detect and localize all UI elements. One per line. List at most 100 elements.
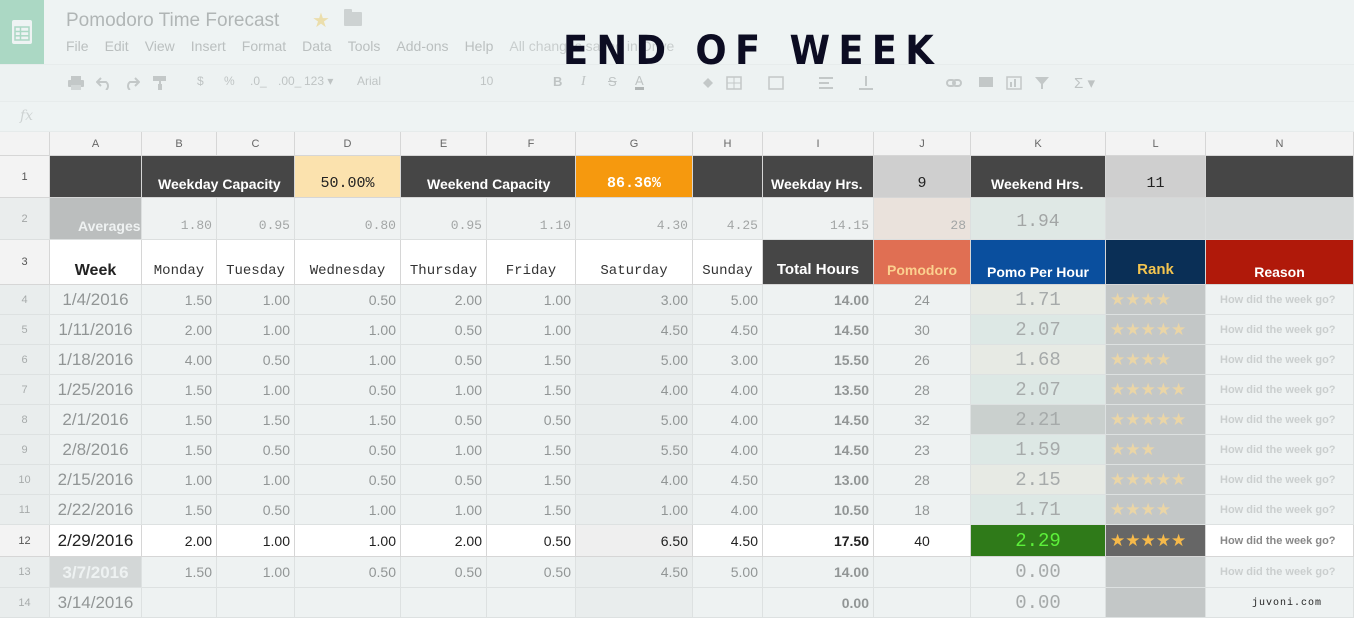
pomo-per-hour[interactable]: 1.68 — [971, 345, 1106, 375]
day-hours[interactable]: 1.00 — [295, 495, 401, 525]
menu-insert[interactable]: Insert — [190, 38, 226, 54]
reason-note[interactable]: How did the week go? — [1206, 525, 1354, 557]
total-hours[interactable]: 17.50 — [763, 525, 874, 557]
rank-stars[interactable]: ★★★★★ — [1106, 525, 1206, 557]
average-value[interactable]: 4.25 — [693, 198, 763, 240]
row-header-4[interactable]: 4 — [0, 285, 50, 315]
day-hours[interactable]: 5.00 — [693, 557, 763, 588]
row-header-7[interactable]: 7 — [0, 375, 50, 405]
menu-addons[interactable]: Add-ons — [396, 38, 449, 54]
header-saturday[interactable]: Saturday — [576, 240, 693, 285]
increase-decimal-button[interactable]: .00_ — [278, 74, 302, 88]
column-header-b[interactable]: B — [142, 132, 217, 156]
row-header-1[interactable]: 1 — [0, 156, 50, 198]
bold-icon[interactable]: B — [553, 74, 563, 89]
day-hours[interactable]: 4.00 — [142, 345, 217, 375]
pomodoro-count[interactable]: 32 — [874, 405, 971, 435]
decrease-decimal-button[interactable]: .0_ — [250, 74, 267, 88]
row-header-6[interactable]: 6 — [0, 345, 50, 375]
menu-file[interactable]: File — [66, 38, 89, 54]
fill-color-icon[interactable] — [700, 76, 716, 90]
day-hours[interactable]: 1.50 — [142, 375, 217, 405]
day-hours[interactable]: 0.50 — [401, 465, 487, 495]
day-hours[interactable]: 1.00 — [295, 525, 401, 557]
functions-icon[interactable]: Σ ▾ — [1074, 75, 1095, 92]
folder-icon[interactable] — [344, 9, 362, 26]
day-hours[interactable]: 0.50 — [295, 465, 401, 495]
day-hours[interactable]: 1.00 — [401, 375, 487, 405]
week-date[interactable]: 1/4/2016 — [50, 285, 142, 315]
formula-bar[interactable]: fx — [0, 102, 1354, 132]
total-hours[interactable]: 14.50 — [763, 435, 874, 465]
day-hours[interactable]: 2.00 — [401, 525, 487, 557]
currency-button[interactable]: $ — [197, 74, 204, 88]
day-hours[interactable]: 4.00 — [693, 495, 763, 525]
total-hours[interactable]: 13.50 — [763, 375, 874, 405]
day-hours[interactable]: 0.50 — [295, 557, 401, 588]
redo-icon[interactable] — [124, 76, 140, 90]
reason-note[interactable]: How did the week go? — [1206, 465, 1354, 495]
day-hours[interactable]: 5.00 — [693, 285, 763, 315]
pomo-per-hour[interactable]: 1.71 — [971, 495, 1106, 525]
rank-stars[interactable]: ★★★★★ — [1106, 375, 1206, 405]
day-hours[interactable]: 4.50 — [576, 315, 693, 345]
day-hours[interactable] — [401, 588, 487, 618]
link-icon[interactable] — [946, 76, 962, 90]
reason-note[interactable]: How did the week go? — [1206, 315, 1354, 345]
day-hours[interactable]: 1.50 — [142, 495, 217, 525]
day-hours[interactable] — [487, 588, 576, 618]
document-title[interactable]: Pomodoro Time Forecast — [66, 10, 280, 31]
week-date[interactable]: 2/22/2016 — [50, 495, 142, 525]
day-hours[interactable]: 0.50 — [487, 557, 576, 588]
week-date[interactable]: 1/11/2016 — [50, 315, 142, 345]
week-date[interactable]: 2/15/2016 — [50, 465, 142, 495]
header-pomo-per-hour[interactable]: Pomo Per Hour — [971, 240, 1106, 285]
column-header-a[interactable]: A — [50, 132, 142, 156]
average-value[interactable]: 28 — [874, 198, 971, 240]
day-hours[interactable]: 0.50 — [217, 495, 295, 525]
column-header-d[interactable]: D — [295, 132, 401, 156]
day-hours[interactable]: 4.00 — [693, 375, 763, 405]
percent-button[interactable]: % — [224, 74, 235, 88]
pomodoro-count[interactable]: 26 — [874, 345, 971, 375]
day-hours[interactable]: 1.50 — [142, 557, 217, 588]
day-hours[interactable]: 0.50 — [401, 345, 487, 375]
header-friday[interactable]: Friday — [487, 240, 576, 285]
day-hours[interactable]: 4.00 — [576, 465, 693, 495]
header-monday[interactable]: Monday — [142, 240, 217, 285]
day-hours[interactable] — [217, 588, 295, 618]
day-hours[interactable]: 6.50 — [576, 525, 693, 557]
filter-icon[interactable] — [1034, 76, 1050, 90]
day-hours[interactable]: 1.00 — [142, 465, 217, 495]
column-header-n[interactable]: N — [1206, 132, 1354, 156]
rank-stars[interactable]: ★★★★ — [1106, 495, 1206, 525]
rank-stars[interactable]: ★★★★★ — [1106, 405, 1206, 435]
day-hours[interactable]: 2.00 — [401, 285, 487, 315]
reason-note[interactable]: How did the week go? — [1206, 435, 1354, 465]
day-hours[interactable]: 0.50 — [487, 525, 576, 557]
pomodoro-count[interactable]: 28 — [874, 465, 971, 495]
day-hours[interactable]: 1.50 — [217, 405, 295, 435]
day-hours[interactable]: 0.50 — [295, 435, 401, 465]
day-hours[interactable]: 1.00 — [487, 315, 576, 345]
font-size-dropdown[interactable]: 10 — [480, 74, 494, 88]
day-hours[interactable]: 0.50 — [401, 405, 487, 435]
day-hours[interactable]: 0.50 — [217, 435, 295, 465]
pomo-per-hour[interactable]: 0.00 — [971, 557, 1106, 588]
day-hours[interactable]: 1.50 — [142, 405, 217, 435]
row-header-3[interactable]: 3 — [0, 240, 50, 285]
weekday-hrs-value[interactable]: 9 — [874, 156, 971, 198]
header-sunday[interactable]: Sunday — [693, 240, 763, 285]
total-hours[interactable]: 14.00 — [763, 285, 874, 315]
pomodoro-count[interactable]: 23 — [874, 435, 971, 465]
rank-stars[interactable] — [1106, 557, 1206, 588]
pomo-per-hour[interactable]: 0.00 — [971, 588, 1106, 618]
column-header-l[interactable]: L — [1106, 132, 1206, 156]
reason-note[interactable]: How did the week go? — [1206, 375, 1354, 405]
average-value[interactable]: 1.94 — [971, 198, 1106, 240]
header-week[interactable]: Week — [50, 240, 142, 285]
row-header-13[interactable]: 13 — [0, 557, 50, 588]
row-header-9[interactable]: 9 — [0, 435, 50, 465]
text-color-icon[interactable]: A — [635, 73, 644, 90]
day-hours[interactable]: 1.00 — [487, 285, 576, 315]
